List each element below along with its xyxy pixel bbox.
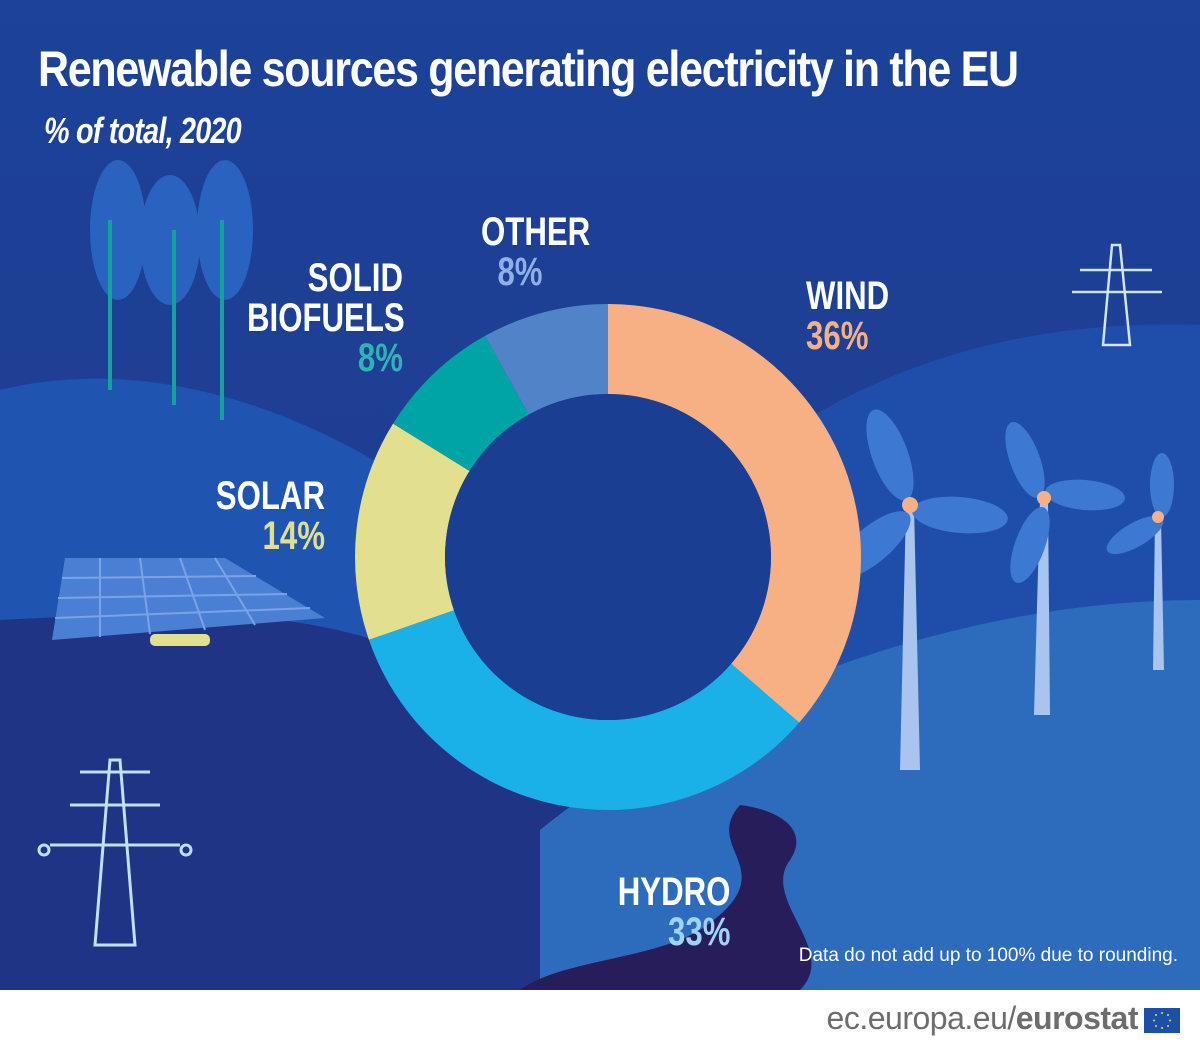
data-label: 8%	[497, 250, 543, 294]
pylon-left-icon	[37, 758, 193, 947]
donut-chart	[355, 304, 861, 810]
donut-slice-hydro	[368, 610, 800, 810]
source-link[interactable]: ec.europa.eu/eurostat	[826, 1000, 1139, 1037]
footer	[0, 990, 1200, 1050]
data-label: 8%	[357, 336, 403, 380]
url-prefix: ec.europa.eu/	[826, 1000, 1017, 1036]
wind-turbines-icon	[833, 409, 1174, 770]
pylon-right-icon	[1072, 243, 1162, 347]
turbine	[1106, 453, 1174, 670]
donut-hole	[445, 394, 771, 720]
label-hydro: HYDRO 33%	[617, 872, 730, 952]
donut-slice-solid-biofuels	[393, 335, 529, 472]
donut-slice-wind	[608, 304, 861, 723]
label-other: OTHER 8%	[481, 210, 591, 294]
data-label: 33%	[667, 910, 730, 954]
donut-slice-solar	[355, 423, 470, 640]
label-solid-biofuels: SOLID BIOFUELS 8%	[247, 256, 405, 380]
label-wind: WIND 36%	[806, 276, 889, 356]
donut-slice-other	[484, 304, 608, 415]
eu-flag-icon	[1144, 1008, 1180, 1033]
turbine	[1005, 422, 1125, 715]
url-brand: eurostat	[1015, 1000, 1139, 1036]
chart-subtitle: % of total, 2020	[44, 110, 242, 151]
trees-icon	[90, 160, 253, 420]
solar-panel-icon	[52, 557, 325, 646]
label-solar: SOLAR 14%	[216, 476, 325, 556]
label-name: HYDRO	[617, 870, 730, 914]
label-name: WIND	[806, 274, 890, 318]
data-label: 14%	[262, 514, 325, 558]
data-label: 36%	[806, 314, 869, 358]
infographic-background	[0, 0, 1200, 990]
footnote: Data do not add up to 100% due to roundi…	[798, 945, 1178, 966]
river	[520, 805, 812, 990]
label-name: SOLAR	[215, 474, 325, 518]
label-name: SOLID BIOFUELS	[247, 256, 405, 340]
chart-title: Renewable sources generating electricity…	[38, 41, 1019, 97]
label-name: OTHER	[481, 210, 591, 254]
